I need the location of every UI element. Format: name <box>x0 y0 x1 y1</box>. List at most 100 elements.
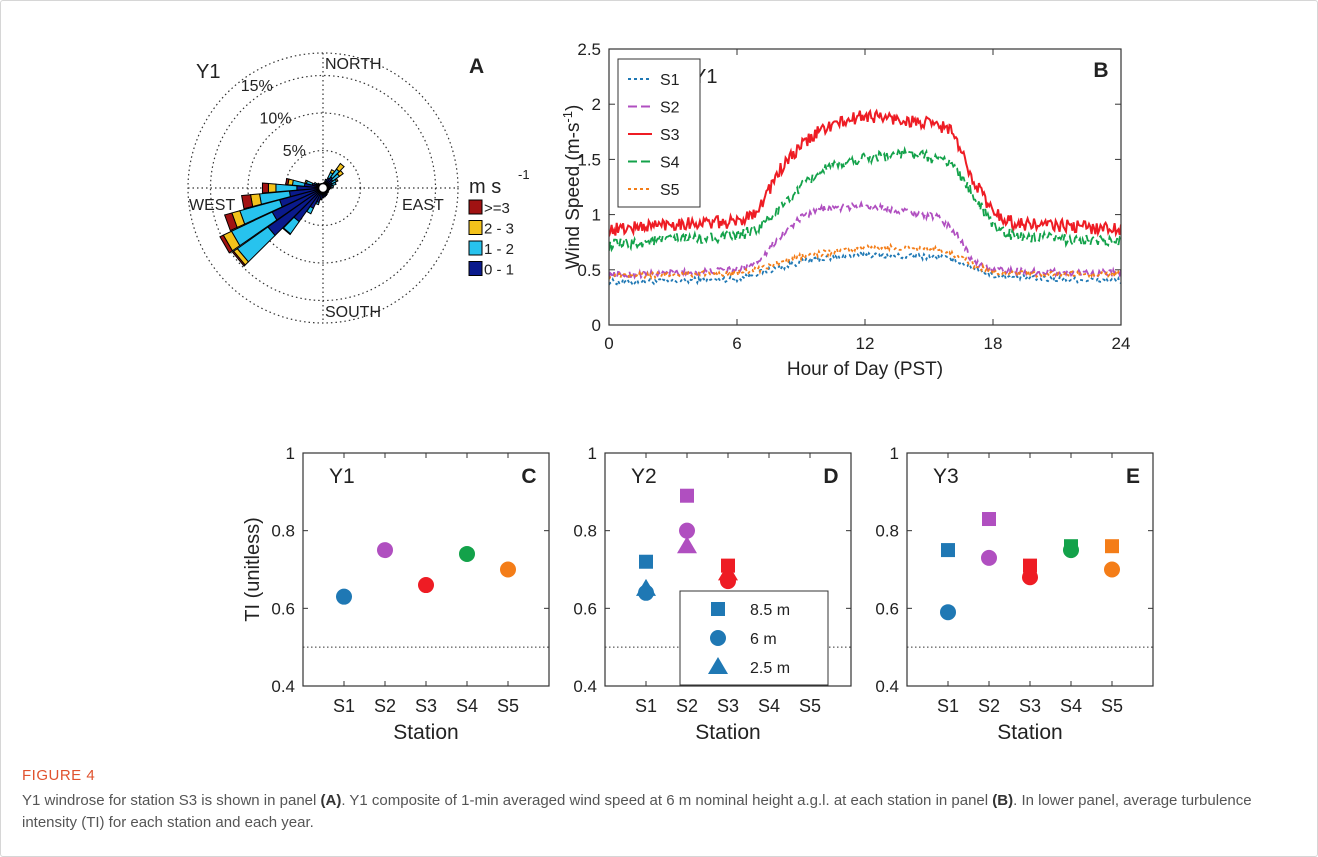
ti-marker-S5-6m <box>500 561 516 578</box>
y-tick-label: 1 <box>286 444 295 463</box>
windrose-sector-80-bin-1 <box>330 184 335 188</box>
y-axis-label: Wind Speed (m-s-1) <box>560 105 584 270</box>
ti-marker-S1-6m <box>638 584 654 601</box>
windrose-sector-230-bin-3 <box>231 250 246 267</box>
ti-marker-S3-85m <box>721 558 735 573</box>
x-axis-label: Hour of Day (PST) <box>787 359 943 380</box>
y-tick-label: 0.6 <box>875 599 899 618</box>
windrose-sector-250-bin-3 <box>223 212 238 232</box>
x-tick-label: S3 <box>717 696 739 716</box>
x-tick-label: S4 <box>758 696 780 716</box>
figure-canvas: 5% 10% 15% NORTH EAST SOUTH WEST Y1 Am s -1 >=3 2 -… <box>187 40 1154 744</box>
series-line-S2 <box>609 200 1121 282</box>
x-tick-label: S4 <box>456 696 478 716</box>
y-tick-label: 0.4 <box>875 677 899 696</box>
line-series-group <box>609 108 1121 286</box>
windrose-year-label: Y1 <box>196 61 220 83</box>
windrose-legend-label: 0 - 1 <box>484 262 514 279</box>
windrose-legend-swatch <box>468 199 483 215</box>
series-line-S3 <box>609 108 1121 238</box>
x-tick-label: S1 <box>937 696 959 716</box>
y-tick-label: 0.5 <box>577 261 601 280</box>
y-tick-label: 0.8 <box>875 522 899 541</box>
ti-marker-S1-6m <box>940 604 956 621</box>
ti-marker-S2-25m <box>677 536 697 554</box>
y-tick-label: 0.6 <box>573 599 597 618</box>
y-tick-label: 0.4 <box>573 677 597 696</box>
legend-label-S1: S1 <box>660 72 680 89</box>
windrose-sector-270-bin-3 <box>261 182 269 194</box>
windrose-sector-60-bin-2 <box>334 177 339 183</box>
line-chart-panel-b: 0 6 12 18 24 0 0.5 1 1.5 2 2.5 Hour of Day (PST) Win… <box>560 40 1130 380</box>
compass-north-label: NORTH <box>325 56 382 73</box>
y-tick-label: 0.8 <box>271 522 295 541</box>
legend-label-S3: S3 <box>660 127 680 144</box>
caption-part: (A) <box>320 792 342 809</box>
windrose-sector-270-bin-2 <box>267 182 277 194</box>
windrose-sector-310-bin-1 <box>316 182 320 186</box>
windrose-sector-40-bin-2 <box>335 162 345 173</box>
ti-marker-S3-6m <box>418 577 434 594</box>
x-tick-label: S1 <box>333 696 355 716</box>
ti-legend-label: 8.5 m <box>750 602 790 619</box>
ti-marker-S2-6m <box>679 522 695 539</box>
x-axis-label: Station <box>997 721 1062 744</box>
series-line-S1 <box>609 250 1121 286</box>
windrose-panel-a: 5% 10% 15% NORTH EAST SOUTH WEST Y1 Am s -1 >=3 2 -… <box>187 52 530 324</box>
ti-marker-S1-85m <box>639 554 653 569</box>
compass-south-label: SOUTH <box>325 304 381 321</box>
x-tick-label: S5 <box>799 696 821 716</box>
windrose-sector-280-bin-3 <box>285 177 290 186</box>
ti-panel-e: 0.4 0.6 0.8 1 S1 S2 S3 S4 S5 Station Y3 E <box>875 444 1154 744</box>
windrose-sector-70-bin-1 <box>331 181 337 187</box>
ti-panel-d: 0.4 0.6 0.8 1 S1 S2 S3 S4 S5 Station Y2 D 8.5 m 6 m 2.… <box>573 444 852 744</box>
panel-year-label: Y2 <box>631 465 657 488</box>
x-tick-label: S5 <box>1101 696 1123 716</box>
windrose-legend-swatch <box>468 261 483 276</box>
panel-letter: D <box>823 465 838 488</box>
windrose-legend-label: 2 - 3 <box>484 221 514 238</box>
windrose-sector-290-bin-2 <box>304 179 308 185</box>
x-tick-label: S5 <box>497 696 519 716</box>
ti-marker-S2-85m <box>982 512 996 527</box>
windrose-legend-title-exponent: -1 <box>518 167 530 182</box>
ti-marker-S3-6m <box>1022 569 1038 586</box>
ti-marker-S1-6m <box>336 588 352 605</box>
ti-marker-S3-85m <box>1023 558 1037 573</box>
ti-legend-label: 6 m <box>750 631 777 648</box>
x-tick-label: 18 <box>984 334 1003 353</box>
ti-legend-marker <box>708 657 728 674</box>
ti-marker-S2-6m <box>377 542 393 559</box>
panel-year-label: Y1 <box>329 465 355 488</box>
caption-part: . In lower panel, average turbulence int… <box>22 792 1252 831</box>
series-line-S4 <box>609 145 1121 253</box>
ti-legend-marker <box>711 602 725 616</box>
figure-caption: Y1 windrose for station S3 is shown in p… <box>22 790 1302 834</box>
panel-letter: E <box>1126 465 1140 488</box>
y-tick-label: 0.8 <box>573 522 597 541</box>
ti-panel-c: 0.4 0.6 0.8 1 S1 S2 S3 S4 S5 Station TI (unitless)… <box>242 444 550 744</box>
windrose-sector-220-bin-2 <box>282 227 292 236</box>
y-tick-label: 1.5 <box>577 150 601 169</box>
y-tick-label: 0.6 <box>271 599 295 618</box>
windrose-legend-label: 1 - 2 <box>484 241 514 258</box>
ti-marker-S2-85m <box>680 488 694 503</box>
windrose-legend-swatch <box>468 240 483 256</box>
ti-marker-S2-6m <box>981 549 997 566</box>
panel-letter-a: A <box>469 55 484 78</box>
y-axis-label: TI (unitless) <box>242 517 264 621</box>
ti-marker-S4-6m <box>459 545 475 562</box>
x-tick-label: S2 <box>676 696 698 716</box>
x-tick-label: S2 <box>978 696 1000 716</box>
compass-east-label: EAST <box>402 197 444 214</box>
ti-marker-S5-6m <box>1104 561 1120 578</box>
x-tick-label: 24 <box>1112 334 1131 353</box>
caption-part: . Y1 composite of 1-min averaged wind sp… <box>341 792 993 809</box>
panel-letter: C <box>521 465 536 488</box>
x-tick-label: 12 <box>856 334 875 353</box>
caption-part: (B) <box>992 792 1014 809</box>
y-tick-label: 1 <box>588 444 597 463</box>
y-tick-label: 1 <box>592 206 601 225</box>
windrose-ring-label: 5% <box>283 143 306 160</box>
panel-year-label: Y3 <box>933 465 959 488</box>
